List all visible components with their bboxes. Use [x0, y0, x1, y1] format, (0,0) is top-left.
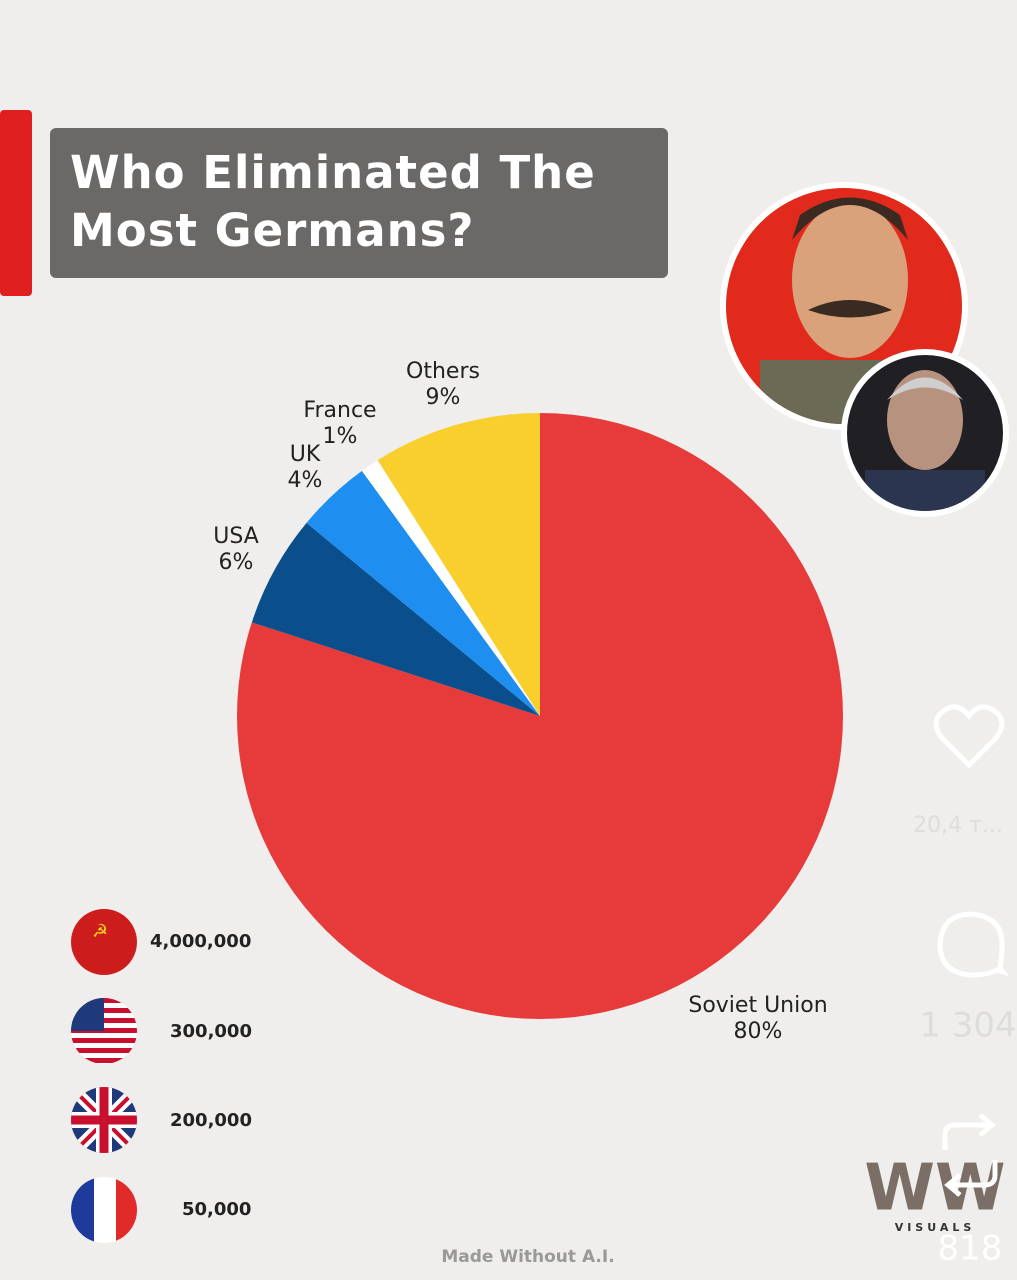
- flag-usa: [71, 998, 137, 1064]
- pie-slice: [377, 413, 540, 716]
- comment-button[interactable]: [937, 911, 1010, 978]
- flag-france: [71, 1177, 137, 1243]
- slice-value: 1%: [323, 424, 358, 449]
- pie-slice: [251, 522, 540, 716]
- portrait-2: [841, 349, 1009, 517]
- like-button[interactable]: [933, 704, 1005, 769]
- svg-text:☭: ☭: [92, 921, 108, 942]
- flag-ussr: ☭: [71, 909, 137, 975]
- slice-label: UK: [290, 442, 321, 467]
- flag-uk: [71, 1087, 137, 1153]
- footer: Made Without A.I.: [441, 1247, 614, 1267]
- slice-label: Others: [406, 359, 480, 384]
- repost-count: 818: [938, 1229, 1003, 1269]
- slice-value: 9%: [426, 385, 461, 410]
- slice-value: 4%: [288, 468, 323, 493]
- count: 50,000: [182, 1199, 251, 1220]
- like-count: 20,4 т...: [913, 813, 1003, 838]
- slice-value: 6%: [219, 550, 254, 575]
- count: 4,000,000: [150, 931, 251, 952]
- count: 300,000: [170, 1021, 252, 1042]
- slice-label: Soviet Union: [688, 993, 827, 1018]
- slice-label: USA: [213, 524, 259, 549]
- accent-bar: [0, 110, 32, 296]
- watermark: WW: [864, 1152, 1005, 1226]
- slice-value: 80%: [734, 1019, 783, 1044]
- pie-slice: [306, 470, 540, 716]
- slice-label: France: [303, 398, 376, 423]
- repost-button[interactable]: [942, 1113, 998, 1197]
- watermark-sub: VISUALS: [895, 1221, 976, 1234]
- comment-count: 1 304: [919, 1006, 1016, 1046]
- count: 200,000: [170, 1110, 252, 1131]
- pie-slice: [361, 460, 540, 716]
- chart-title: Who Eliminated The Most Germans?: [50, 128, 668, 278]
